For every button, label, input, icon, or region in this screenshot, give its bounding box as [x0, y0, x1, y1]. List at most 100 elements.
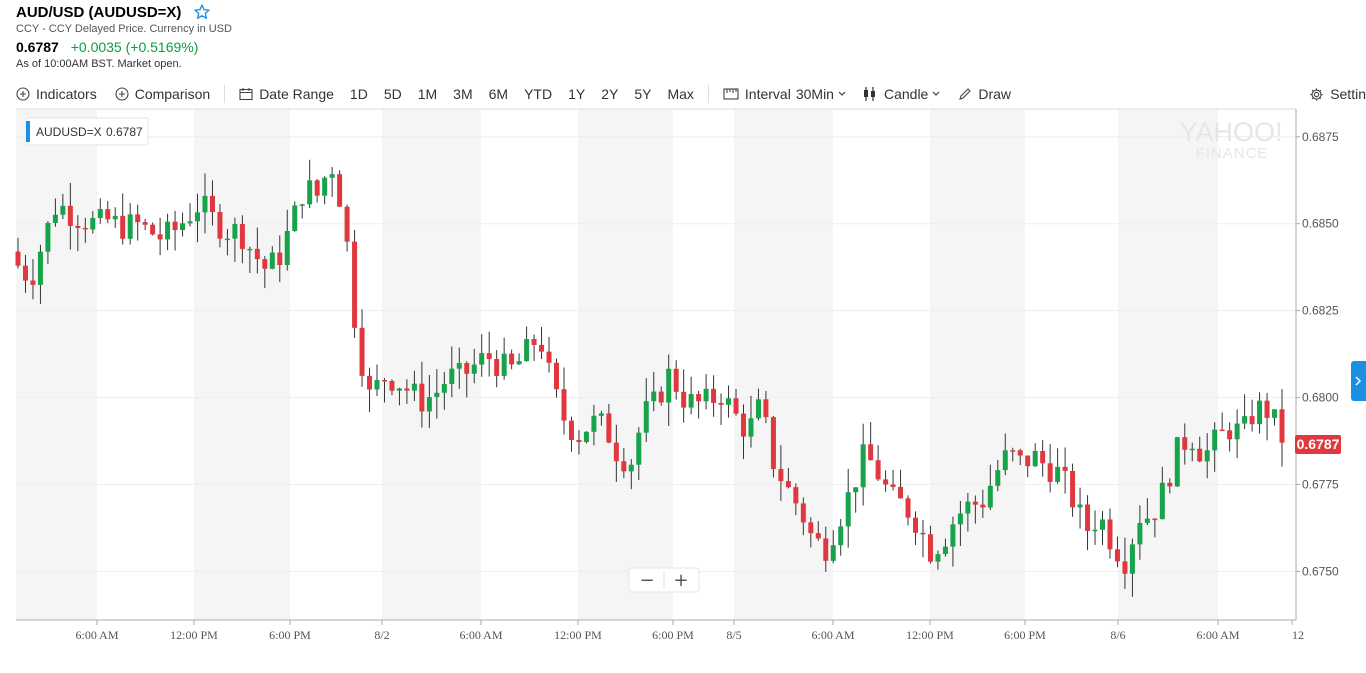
range-1m-button[interactable]: 1M	[417, 86, 438, 102]
candle-body	[1032, 450, 1038, 467]
candle-body	[778, 468, 784, 482]
candle-body	[1159, 482, 1165, 520]
candle-body	[441, 383, 447, 393]
gear-icon	[1310, 87, 1323, 101]
candle-body	[621, 461, 627, 472]
candle-body	[1272, 409, 1278, 418]
chart-type-dropdown[interactable]: Candle	[862, 86, 940, 102]
draw-button[interactable]: Draw	[958, 86, 1011, 102]
candlestick-chart[interactable]: YAHOO! FINANCE 0.68750.68500.68250.68000…	[0, 108, 1366, 653]
range-6m-button[interactable]: 6M	[488, 86, 509, 102]
date-range-label: Date Range	[259, 86, 334, 102]
plus-circle-icon	[16, 87, 30, 101]
settings-button[interactable]: Settin	[1309, 86, 1366, 102]
comparison-label: Comparison	[134, 86, 211, 102]
x-tick-label: 12:00 PM	[170, 628, 218, 642]
candle-body	[583, 431, 589, 443]
date-range-button[interactable]: Date Range	[239, 86, 334, 102]
candle-body	[322, 177, 328, 196]
candle-body	[987, 485, 993, 508]
candle-body	[1055, 466, 1061, 482]
candle-body	[666, 368, 672, 403]
candle-body	[97, 209, 103, 219]
range-1d-button[interactable]: 1D	[349, 86, 368, 102]
candle-body	[658, 391, 664, 403]
candle-body	[1182, 437, 1188, 450]
candle-body	[112, 215, 118, 220]
candle-body	[1077, 504, 1083, 508]
indicators-label: Indicators	[36, 86, 97, 102]
x-tick-label: 8/5	[726, 628, 741, 642]
range-ytd-button[interactable]: YTD	[524, 86, 553, 102]
candle-body	[636, 432, 642, 465]
candle-body	[254, 248, 260, 260]
y-tick-label: 0.6750	[1302, 564, 1339, 578]
candle-body	[613, 442, 619, 462]
comparison-button[interactable]: Comparison	[115, 86, 210, 102]
toolbar-divider	[707, 85, 709, 103]
zoom-out-button[interactable]: −	[639, 570, 654, 591]
chevron-down-icon	[838, 91, 846, 96]
candle-body	[972, 501, 978, 505]
range-max-button[interactable]: Max	[667, 86, 694, 102]
candle-body	[120, 215, 126, 239]
chart-toolbar: Indicators Comparison Date Range 1D 5D 1…	[16, 84, 1366, 104]
candle-body	[1129, 544, 1135, 574]
candle-body	[763, 399, 769, 418]
candle-body	[456, 363, 462, 369]
range-2y-button[interactable]: 2Y	[601, 86, 619, 102]
candle-body	[1279, 409, 1285, 443]
x-axis-ticks: 6:00 AM 12:00 PM 6:00 PM 8/2 6:00 AM 12:00 PM…	[75, 620, 1304, 642]
candle-body	[486, 353, 492, 360]
candle-body	[419, 383, 425, 412]
candle-body	[329, 174, 335, 178]
candle-body	[509, 353, 515, 365]
pencil-icon	[959, 88, 972, 100]
candle-body	[1092, 529, 1098, 532]
interval-value: 30Min	[795, 86, 834, 102]
candle-body	[292, 205, 298, 231]
range-5y-button[interactable]: 5Y	[634, 86, 652, 102]
indicators-button[interactable]: Indicators	[16, 86, 97, 102]
draw-label: Draw	[978, 86, 1012, 102]
interval-dropdown[interactable]: Interval 30Min	[723, 86, 846, 102]
candle-body	[172, 221, 178, 231]
session-band	[578, 109, 673, 620]
candle-body	[1017, 450, 1023, 456]
candle-body	[703, 388, 709, 402]
candle-body	[1047, 463, 1053, 482]
session-band	[734, 109, 833, 620]
candle-body	[808, 522, 814, 534]
candle-body	[1025, 455, 1031, 467]
candle-body	[1107, 519, 1113, 550]
candle-body	[471, 364, 477, 374]
candle-body	[718, 402, 724, 405]
candle-body	[740, 413, 746, 437]
candle-body	[82, 227, 88, 230]
candle-body	[150, 224, 156, 235]
candle-body	[651, 391, 657, 402]
candle-body	[352, 241, 358, 328]
candles	[15, 159, 1285, 597]
range-1y-button[interactable]: 1Y	[568, 86, 586, 102]
session-band	[930, 109, 1025, 620]
candle-body	[1144, 518, 1150, 523]
chart-container[interactable]: YAHOO! FINANCE 0.6875 0.6850 0.6825 0.6800 0…	[0, 108, 1366, 658]
candle-body	[142, 222, 148, 225]
candle-body	[269, 252, 275, 269]
candle-body	[1002, 450, 1008, 471]
candle-body	[681, 391, 687, 408]
star-icon[interactable]	[193, 3, 211, 21]
candle-body	[927, 534, 933, 562]
candle-body	[905, 498, 911, 518]
side-panel-toggle[interactable]	[1351, 361, 1366, 401]
candle-body	[853, 487, 859, 493]
chevron-right-icon	[1355, 376, 1362, 386]
range-3m-button[interactable]: 3M	[453, 86, 473, 102]
quote-title-row: AUD/USD (AUDUSD=X)	[16, 3, 232, 21]
range-5d-button[interactable]: 5D	[383, 86, 402, 102]
session-bands	[16, 109, 1218, 620]
settings-label: Settin	[1330, 86, 1366, 102]
zoom-in-button[interactable]: +	[673, 570, 688, 591]
candle-body	[898, 486, 904, 499]
